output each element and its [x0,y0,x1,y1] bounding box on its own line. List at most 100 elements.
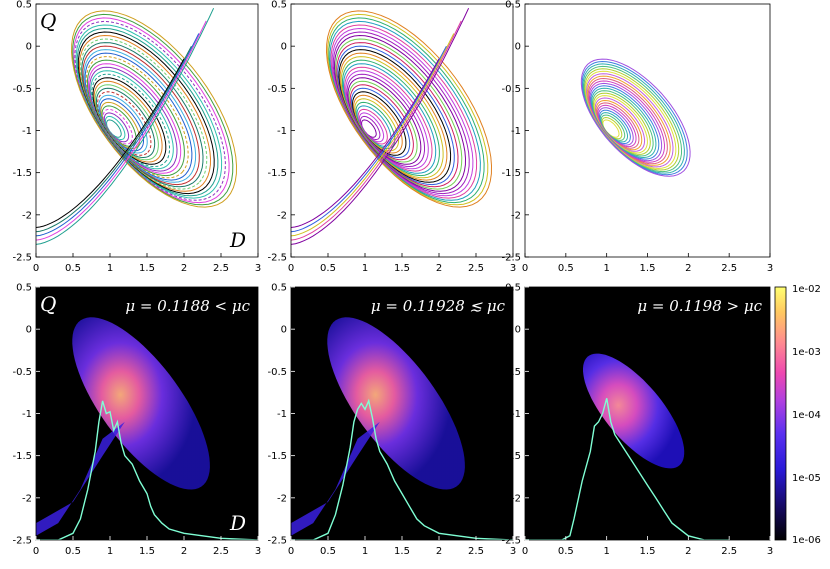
y-tick-label: -1 [277,126,287,137]
orbit-branch [291,33,455,237]
x-tick-label: 3 [255,263,261,274]
x-tick-label: 2 [181,263,187,274]
y-tick-label: 0 [281,325,287,336]
y-tick-label: -1.5 [501,168,521,179]
panel-content [291,4,513,257]
x-tick-label: 1.5 [640,263,656,274]
orbit-branch [291,20,462,241]
density-cloud [583,353,685,469]
orbit-curve [90,70,174,170]
panel-content [525,4,770,257]
orbit-curve [106,119,122,138]
orbit-branch [36,20,207,241]
orbit-curve [92,77,167,165]
orbit-curve [330,24,478,199]
x-tick-label: 0.5 [320,263,336,274]
orbit-curve [361,119,377,138]
x-tick-label: 2 [181,546,187,557]
y-tick-label: -1 [22,409,32,420]
x-tick-label: 2 [685,546,691,557]
orbit-branch [36,33,200,237]
y-tick-label: -2.5 [501,536,521,547]
panel-bottom-middle: μ = 0.11928 ≲ μc0.50-0.5-1-1.5-2-2.50 0.5… [267,283,516,558]
x-tick-label: 2.5 [213,546,229,557]
orbit-curve [329,20,481,201]
x-tick-label: 0 [288,546,294,557]
x-tick-label: 0 [33,546,39,557]
orbit-curve [337,45,455,186]
panel-top-middle: 0.50-0.5-1-1.5-2-2.50 0.5 1 1.5 2 2.5 3 [267,0,516,274]
x-tick-label: 1.5 [394,263,410,274]
x-tick-label: 1.5 [139,546,155,557]
x-tick-label: 0.5 [320,546,336,557]
orbit-curve [336,42,459,188]
x-tick-label: 1 [603,263,609,274]
orbit-curve [103,112,130,143]
panel-bottom-right: μ = 0.1198 > μc0.50-0.5-1-1.5-2-2.50 0.5 1… [501,283,773,558]
orbit-curve [74,20,226,201]
x-tick-label: 0 [522,546,528,557]
colorbar-label-2: 1e-04 [792,410,821,421]
orbit-curve [87,63,182,174]
density-tail [291,421,380,536]
panel-annotation: μ = 0.1188 < μc [125,297,250,315]
x-tick-label: 3 [510,546,516,557]
orbit-curve [327,13,489,206]
x-tick-label: 2.5 [468,263,484,274]
orbit-curve [360,115,381,140]
orbit-branch [291,7,470,245]
y-tick-label: -2 [22,210,32,221]
orbit-curve [328,17,485,204]
colorbar-gradient [774,286,787,541]
orbit-curve [347,77,422,165]
x-tick-label: 1.5 [640,546,656,557]
orbit-curve [76,27,219,197]
y-tick-label: 0.5 [16,283,32,294]
y-tick-label: 0 [281,42,287,53]
orbit-curve [333,34,467,192]
y-tick-label: -2.5 [12,536,32,547]
orbit-curve [105,115,126,140]
panel-annotation: μ = 0.1198 > μc [637,297,762,315]
y-tick-label: -1 [511,126,521,137]
y-tick-label: -0.5 [501,367,521,378]
x-axis-label: D [229,511,246,535]
orbit-curve [84,52,193,181]
x-tick-label: 1 [362,263,368,274]
orbit-curve [83,49,197,183]
orbit-curve [356,105,392,147]
y-axis-label: Q [40,292,56,316]
orbit-curve [70,10,238,208]
orbit-curve [345,70,429,170]
orbit-curve [344,66,433,172]
y-tick-label: -2.5 [501,253,521,264]
panel-top-left: 0.50-0.5-1-1.5-2-2.50 0.5 1 1.5 2 2.5 3QD [12,0,261,274]
orbit-curve [349,84,414,161]
x-tick-label: 2 [436,263,442,274]
orbit-curve [78,34,212,192]
orbit-branch [36,7,215,245]
y-axis-label: Q [40,9,56,33]
y-tick-label: -2 [22,493,32,504]
orbit-curve [86,59,185,177]
panel-content [36,287,258,540]
x-tick-label: 1 [107,263,113,274]
x-tick-label: 0.5 [558,546,574,557]
x-tick-label: 2.5 [721,263,737,274]
orbit-curve [346,73,425,168]
panel-content [36,4,258,257]
distribution-curve [36,400,258,540]
y-tick-label: -0.5 [267,367,287,378]
x-tick-label: 1.5 [394,546,410,557]
orbit-curve [325,10,493,208]
panel-bottom-left: μ = 0.1188 < μc0.50-0.5-1-1.5-2-2.50 0.5 1… [12,283,261,558]
y-tick-label: -1 [22,126,32,137]
y-tick-label: 0.5 [505,283,521,294]
orbit-curve [332,31,470,195]
x-tick-label: 3 [510,263,516,274]
orbit-curve [354,98,399,152]
x-tick-label: 0.5 [65,263,81,274]
x-tick-label: 3 [767,546,773,557]
orbit-branch [36,58,185,228]
